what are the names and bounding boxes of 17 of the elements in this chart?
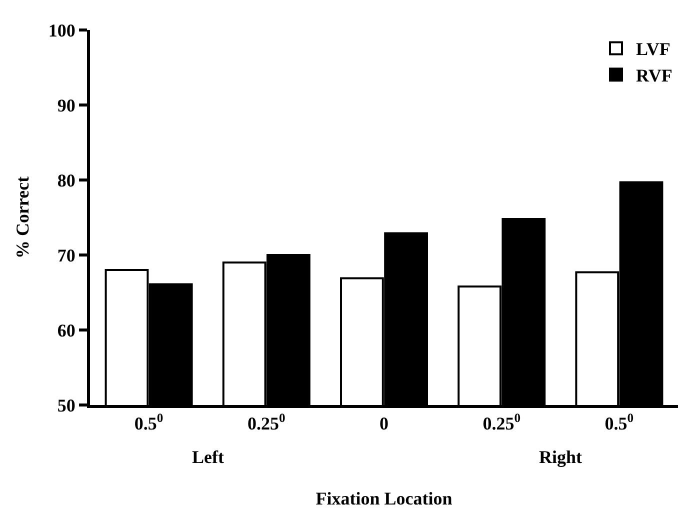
legend-label: RVF [636, 66, 672, 86]
legend-label: LVF [636, 39, 670, 60]
y-tick-label: 70 [57, 245, 76, 266]
text: Left [192, 447, 224, 467]
y-tick-label: 80 [57, 170, 76, 190]
y-tick-label: 60 [57, 320, 76, 340]
x-tick-label: 0.25$^{0}$ [248, 411, 286, 434]
x-tick-label: 0 [380, 414, 388, 434]
y-tick-label: 90 [57, 95, 76, 116]
x-tick-label: 0.25$^{0}$ [482, 411, 520, 434]
x-axis-title: Fixation Location [316, 488, 452, 509]
x-tick-label: 0.5$^{0}$ [604, 411, 634, 434]
y-axis-title: % Correct [12, 176, 33, 259]
text: Right [539, 447, 582, 467]
y-tick-label: 100 [48, 20, 76, 40]
x-tick-label: 0.5$^{0}$ [134, 411, 164, 434]
y-tick-label: 50 [57, 395, 76, 416]
